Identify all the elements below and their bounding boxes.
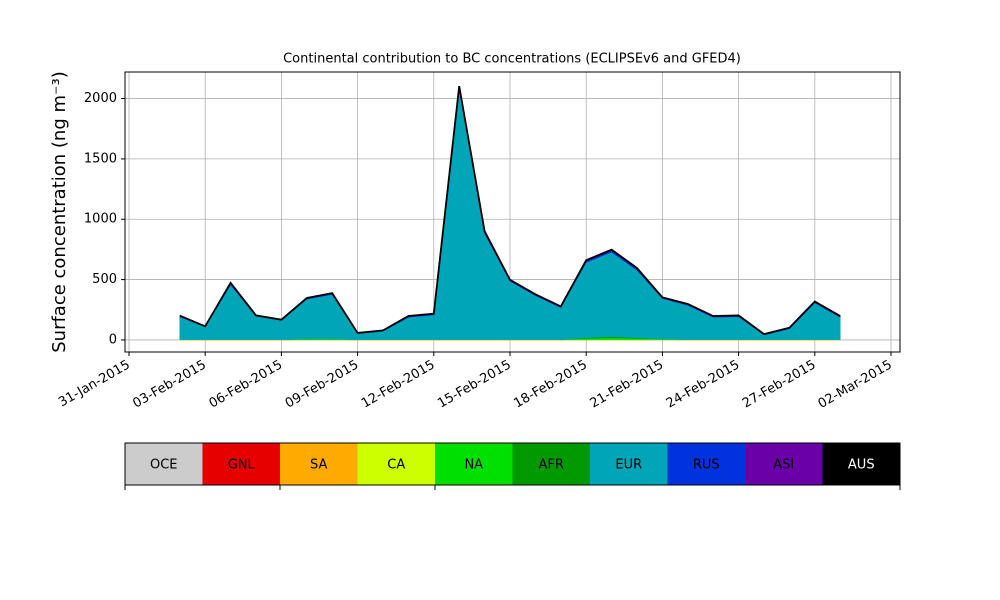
- x-tick-label: 15-Feb-2015: [435, 358, 514, 412]
- y-tick-label: 0: [109, 332, 117, 347]
- legend-swatch: [202, 443, 280, 485]
- legend-label: SA: [310, 458, 327, 473]
- x-tick-label: 24-Feb-2015: [664, 358, 743, 412]
- legend-swatch: [280, 443, 358, 485]
- x-tick-label: 09-Feb-2015: [283, 358, 362, 412]
- legend-swatch: [357, 443, 435, 485]
- legend-swatch: [435, 443, 513, 485]
- legend-label: EUR: [615, 458, 642, 473]
- chart-title: Continental contribution to BC concentra…: [283, 52, 741, 67]
- area: [179, 85, 841, 336]
- x-tick-label: 27-Feb-2015: [740, 358, 819, 412]
- plot-frame: [124, 71, 901, 353]
- legend-label: NA: [464, 458, 483, 473]
- legend-swatch: [745, 443, 823, 485]
- x-tick-label: 02-Mar-2015: [816, 358, 895, 412]
- legend-label: AUS: [848, 458, 875, 473]
- legend-label: AFR: [539, 458, 564, 473]
- x-tick-label: 12-Feb-2015: [359, 358, 438, 412]
- x-tick-label: 06-Feb-2015: [207, 358, 286, 412]
- y-tick-label: 1500: [84, 151, 117, 166]
- legend-label: CA: [387, 458, 405, 473]
- legend-swatch: [822, 443, 900, 485]
- x-tick-label: 21-Feb-2015: [588, 358, 667, 412]
- y-tick-label: 1000: [84, 212, 117, 227]
- y-tick-label: 500: [92, 272, 117, 287]
- legend-swatch: [667, 443, 745, 485]
- y-tick-label: 2000: [84, 91, 117, 106]
- y-axis-label: Surface concentration (ng m⁻³): [49, 71, 70, 353]
- legend-swatch: [512, 443, 590, 485]
- x-tick-label: 18-Feb-2015: [511, 358, 590, 412]
- legend-label: RUS: [693, 458, 720, 473]
- x-tick-label: 03-Feb-2015: [130, 358, 209, 412]
- legend-label: OCE: [150, 458, 178, 473]
- legend-label: ASI: [773, 458, 794, 473]
- colorbar-frame: [124, 442, 901, 486]
- legend-swatch: [590, 443, 668, 485]
- x-tick-label: 31-Jan-2015: [56, 358, 133, 411]
- legend-label: GNL: [228, 458, 256, 473]
- legend-swatch: [125, 443, 203, 485]
